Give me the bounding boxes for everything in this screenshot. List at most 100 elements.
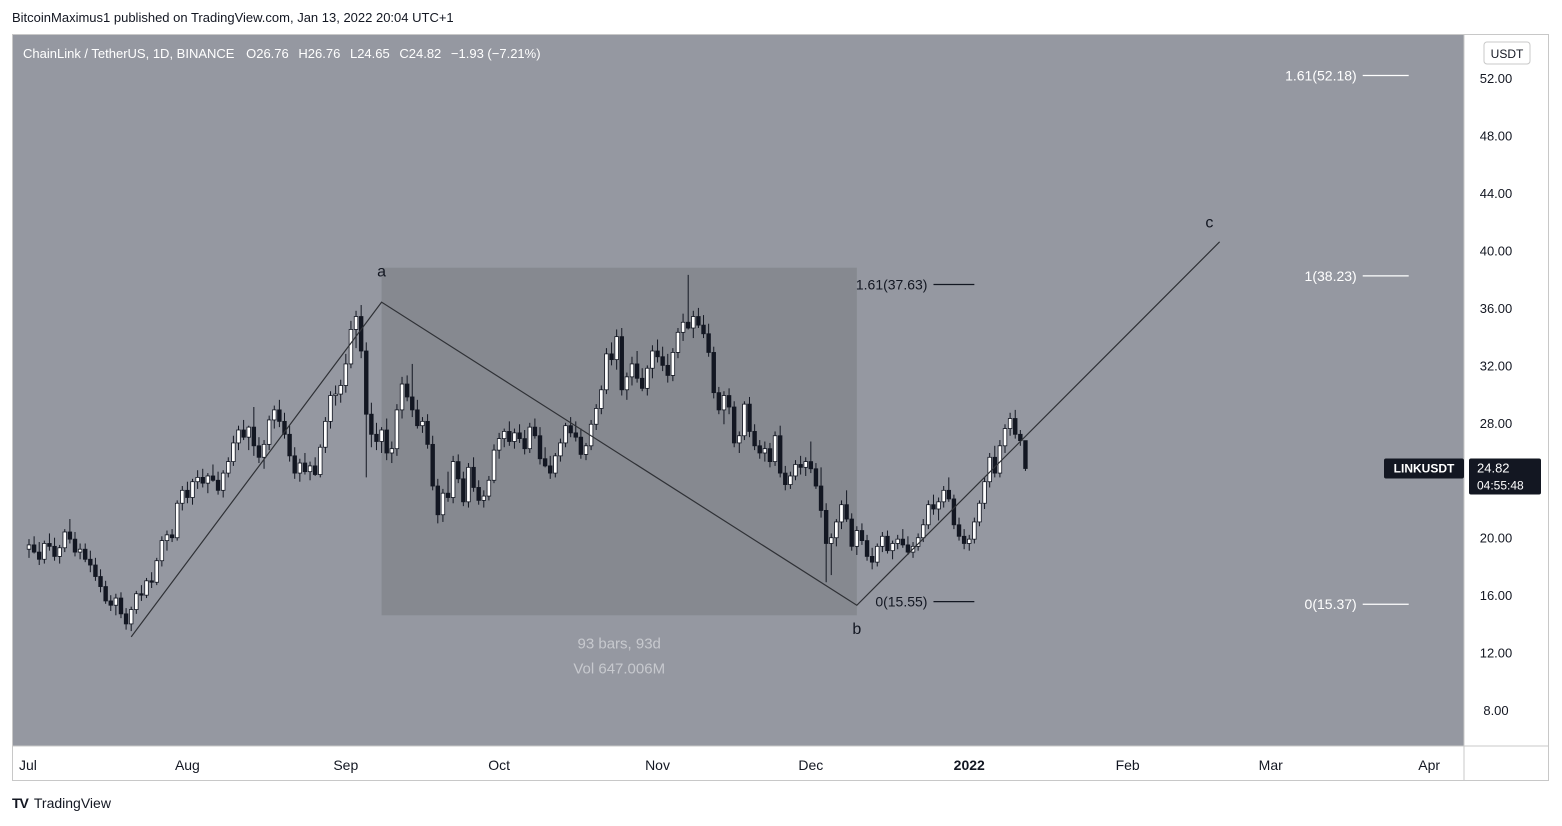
candle-body xyxy=(655,350,660,358)
candle-body xyxy=(890,543,895,552)
wave-count-lines[interactable]: a b c xyxy=(130,214,1221,638)
candle xyxy=(67,519,73,544)
candle xyxy=(946,477,951,502)
candle xyxy=(680,313,686,341)
candle xyxy=(844,490,849,522)
candle-body xyxy=(461,478,466,503)
symbol-price-tag[interactable]: LINKUSDT xyxy=(1384,458,1464,479)
candle xyxy=(83,543,88,563)
candle-body xyxy=(333,393,338,396)
candle xyxy=(834,519,839,547)
price-axis[interactable] xyxy=(1464,35,1548,746)
candle-body xyxy=(685,321,691,329)
candle-body xyxy=(885,535,890,552)
candle xyxy=(665,353,670,383)
candle xyxy=(42,540,47,564)
candle xyxy=(721,391,727,425)
candle xyxy=(793,460,798,481)
candle xyxy=(890,540,895,560)
candle-body xyxy=(72,538,78,553)
candle-body xyxy=(875,545,880,563)
candle-body xyxy=(619,336,624,391)
fib-level-label: 0(15.37) xyxy=(1305,596,1357,612)
range-bars-label: 93 bars, 93d xyxy=(578,635,661,652)
candle xyxy=(880,531,885,553)
fib-level-label: 1.61(37.63) xyxy=(856,276,928,292)
candle-body xyxy=(675,331,681,353)
time-axis[interactable] xyxy=(13,746,1548,780)
candle-body xyxy=(195,476,200,483)
candle-body xyxy=(205,475,211,484)
candle xyxy=(869,547,875,570)
candle-body xyxy=(57,547,62,557)
time-tick-label: Mar xyxy=(1259,757,1283,773)
candle-body xyxy=(680,321,686,333)
candle xyxy=(762,441,768,462)
candle xyxy=(517,424,522,443)
candle-body xyxy=(772,435,778,462)
candle xyxy=(537,427,543,465)
candle-body xyxy=(731,406,737,444)
candle xyxy=(318,444,323,478)
candle-body xyxy=(282,420,287,435)
candle xyxy=(215,471,221,495)
range-volume-label: Vol 647.006M xyxy=(573,660,665,677)
candle xyxy=(823,503,829,583)
candle xyxy=(895,534,900,550)
candle xyxy=(384,418,389,461)
fib-level-label: 1.61(52.18) xyxy=(1285,68,1357,84)
date-range-measure[interactable]: 93 bars, 93d Vol 647.006M xyxy=(381,267,857,678)
open-value: 26.76 xyxy=(256,46,289,61)
candle-body xyxy=(118,597,124,615)
candle xyxy=(777,425,783,478)
time-tick-label: Jul xyxy=(19,757,37,773)
candle-body xyxy=(440,492,446,516)
candle xyxy=(108,595,113,611)
candle xyxy=(864,534,870,561)
candle-body xyxy=(185,489,190,498)
candle xyxy=(486,475,492,501)
candle xyxy=(118,592,124,619)
candle-body xyxy=(921,524,926,539)
candle xyxy=(614,329,619,370)
candle-body xyxy=(609,353,614,361)
candle xyxy=(885,530,890,554)
candle xyxy=(931,494,936,515)
candle-body xyxy=(410,396,415,411)
candle xyxy=(302,452,308,475)
candle-body xyxy=(113,597,119,606)
candle xyxy=(875,543,880,567)
candle xyxy=(645,365,650,396)
candle xyxy=(139,585,144,601)
candle xyxy=(813,463,819,489)
fib-extension-levels[interactable]: 1.61(37.63) 0(15.55) 1.61(52.18) 1(38.23) 0(… xyxy=(856,68,1409,613)
candle xyxy=(159,536,165,567)
range-box[interactable] xyxy=(381,267,857,616)
tradingview-footer[interactable]: TV TradingView xyxy=(12,795,111,811)
currency-badge[interactable] xyxy=(1483,41,1531,65)
last-price-tag[interactable]: 24.82 04:55:48 xyxy=(1469,458,1541,495)
candle-body xyxy=(742,403,747,437)
high-value: 26.76 xyxy=(308,46,341,61)
candle xyxy=(358,305,364,359)
candle-body xyxy=(757,445,762,454)
candle xyxy=(691,310,696,339)
candle xyxy=(553,452,558,478)
candle-body xyxy=(364,350,369,415)
candlestick-series xyxy=(26,274,1028,632)
price-chart[interactable]: 93 bars, 93d Vol 647.006M a b c 1.61(37.63)… xyxy=(13,35,1548,780)
candle-body xyxy=(711,352,716,394)
candle xyxy=(507,421,512,446)
abc-wave-line[interactable] xyxy=(130,241,1221,638)
chart-frame xyxy=(12,34,1549,781)
price-tick-label: 52.00 xyxy=(1480,71,1513,86)
candle xyxy=(410,363,415,418)
candle-body xyxy=(307,465,313,473)
candle xyxy=(496,432,502,459)
candle xyxy=(415,399,420,429)
candle-body xyxy=(261,443,267,458)
price-tick-label: 28.00 xyxy=(1480,416,1513,431)
candle-body xyxy=(103,586,108,602)
candle-body xyxy=(926,504,931,526)
candle xyxy=(72,531,78,557)
